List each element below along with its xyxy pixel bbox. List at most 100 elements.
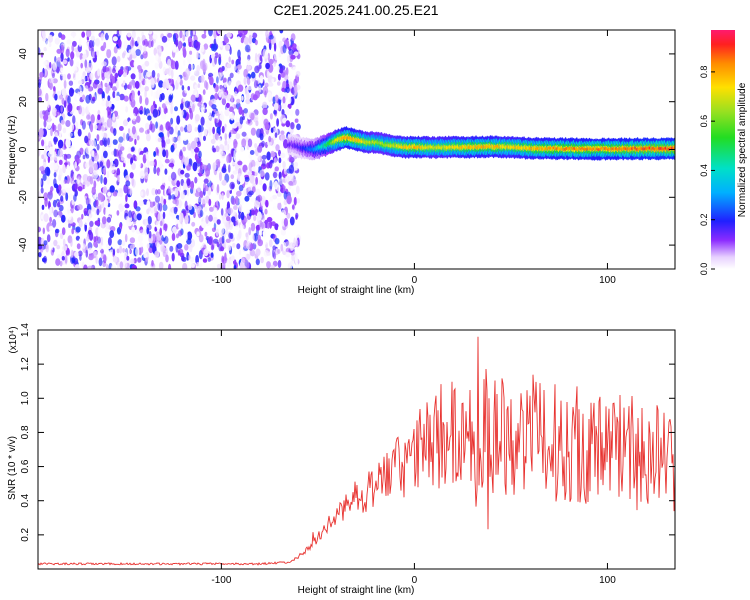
heatmap-noise-cell	[266, 222, 270, 229]
heatmap-noise-cell	[43, 213, 49, 223]
heatmap-noise-cell	[290, 109, 293, 117]
heatmap-noise-cell	[274, 166, 279, 172]
heatmap-noise-cell	[45, 243, 49, 253]
heatmap-noise-cell	[85, 197, 90, 206]
heatmap-noise-cell	[131, 226, 136, 233]
heatmap-noise-cell	[38, 177, 42, 187]
heatmap-noise-cell	[261, 214, 265, 221]
heatmap-noise-cell	[109, 230, 115, 239]
heatmap-noise-cell	[174, 187, 179, 198]
heatmap-noise-cell	[221, 216, 228, 224]
heatmap-noise-cell	[150, 123, 156, 133]
heatmap-noise-cell	[259, 75, 264, 84]
heatmap-noise-cell	[260, 256, 264, 264]
heatmap-noise-cell	[81, 31, 86, 38]
heatmap-noise-cell	[41, 154, 45, 159]
heatmap-noise-cell	[236, 243, 241, 250]
heatmap-noise-cell	[112, 91, 116, 99]
heatmap-noise-cell	[74, 264, 80, 269]
snr-line-group	[38, 336, 675, 566]
heatmap-noise-cell	[168, 263, 172, 269]
heatmap-noise-cell	[131, 125, 136, 135]
heatmap-noise-cell	[265, 199, 269, 208]
heatmap-noise-cell	[163, 198, 167, 205]
heatmap-noise-cell	[74, 251, 79, 258]
heatmap-noise-cell	[180, 169, 185, 175]
spectrogram-ylabel: Frequency (Hz)	[7, 116, 18, 185]
heatmap-noise-cell	[41, 87, 45, 95]
heatmap-noise-cell	[174, 60, 179, 70]
heatmap-noise-cell	[198, 263, 203, 268]
heatmap-noise-cell	[205, 81, 209, 91]
heatmap-noise-cell	[282, 96, 286, 104]
heatmap-noise-cell	[224, 132, 228, 141]
heatmap-noise-cell	[198, 125, 204, 133]
colorbar-label: Normalized spectral amplitude	[737, 82, 748, 217]
heatmap-noise-cell	[273, 180, 279, 190]
snr-ytick-label: 0.4	[20, 493, 31, 507]
heatmap-noise-cell	[146, 133, 151, 142]
heatmap-noise-cell	[291, 204, 295, 210]
heatmap-noise-cell	[96, 50, 99, 56]
heatmap-noise-cell	[155, 189, 158, 195]
heatmap-noise-cell	[112, 248, 116, 256]
heatmap-noise-cell	[253, 80, 259, 89]
heatmap-noise-cell	[67, 73, 71, 80]
heatmap-noise-cell	[167, 58, 172, 67]
heatmap-noise-cell	[273, 157, 277, 165]
heatmap-noise-cell	[276, 191, 282, 197]
snr-ytick-label: 0.8	[20, 425, 31, 439]
heatmap-noise-cell	[210, 138, 216, 145]
heatmap-noise-cell	[50, 186, 54, 192]
heatmap-noise-cell	[61, 88, 67, 96]
heatmap-noise-cell	[142, 218, 149, 226]
heatmap-noise-cell	[123, 162, 126, 168]
heatmap-noise-cell	[123, 95, 129, 102]
heatmap-noise-cell	[117, 174, 120, 183]
heatmap-noise-cell	[281, 134, 285, 141]
heatmap-noise-cell	[225, 238, 231, 243]
heatmap-noise-cell	[143, 253, 148, 259]
heatmap-noise-cell	[91, 206, 96, 212]
heatmap-noise-cell	[133, 219, 137, 225]
heatmap-noise-cell	[97, 192, 103, 201]
heatmap-noise-cell	[161, 103, 166, 109]
heatmap-noise-cell	[132, 154, 136, 161]
heatmap-noise-cell	[116, 210, 120, 216]
heatmap-noise-cell	[198, 234, 204, 243]
heatmap-noise-cell	[221, 125, 225, 134]
heatmap-noise-cell	[143, 44, 147, 54]
heatmap-noise-cell	[259, 169, 265, 177]
heatmap-noise-cell	[269, 196, 274, 202]
heatmap-noise-cell	[139, 229, 145, 235]
heatmap-noise-cell	[194, 84, 198, 90]
heatmap-noise-cell	[233, 205, 238, 211]
heatmap-noise-cell	[220, 42, 224, 49]
heatmap-noise-cell	[78, 238, 83, 243]
heatmap-noise-cell	[270, 152, 276, 158]
heatmap-noise-cell	[43, 240, 48, 246]
heatmap-noise-cell	[153, 166, 157, 175]
heatmap-noise-cell	[203, 126, 208, 137]
snr-ytick-label: 0.2	[20, 527, 31, 541]
heatmap-noise-cell	[125, 175, 130, 180]
heatmap-noise-cell	[234, 64, 237, 71]
heatmap-noise-cell	[85, 67, 91, 73]
heatmap-noise-cell	[170, 117, 174, 125]
heatmap-noise-cell	[151, 40, 154, 48]
heatmap-noise-cell	[282, 44, 287, 54]
heatmap-noise-cell	[157, 87, 163, 94]
heatmap-noise-cell	[83, 264, 88, 269]
heatmap-noise-cell	[66, 254, 70, 259]
heatmap-noise-cell	[237, 84, 244, 92]
heatmap-noise-cell	[43, 60, 48, 66]
heatmap-noise-cell	[103, 41, 107, 49]
heatmap-noise-cell	[285, 175, 288, 183]
heatmap-noise-cell	[56, 244, 61, 250]
heatmap-noise-cell	[140, 191, 144, 197]
heatmap-noise-cell	[209, 122, 213, 128]
heatmap-noise-cell	[123, 66, 129, 73]
heatmap-noise-cell	[182, 30, 186, 37]
heatmap-noise-cell	[213, 30, 217, 39]
heatmap-noise-cell	[199, 52, 204, 60]
